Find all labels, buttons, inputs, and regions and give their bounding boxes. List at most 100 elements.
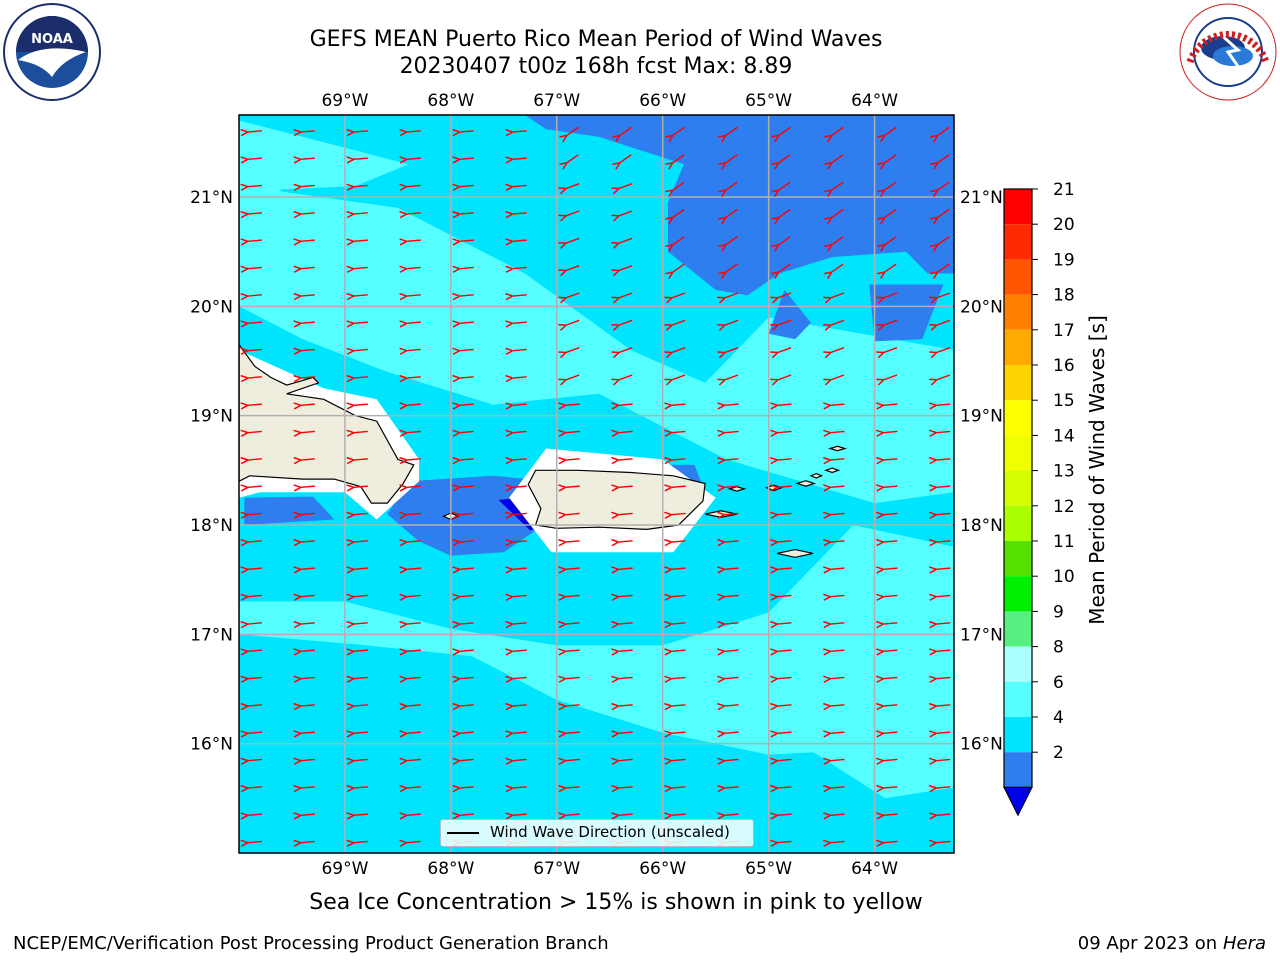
wave-direction-arrow [672, 568, 686, 569]
wave-direction-arrow [885, 154, 897, 163]
wave-direction-arrow [513, 541, 527, 542]
wave-direction-arrow [460, 267, 474, 268]
lon-label-top: 68°W [427, 91, 474, 111]
wave-direction-arrow [938, 126, 950, 135]
wave-direction-arrow [354, 295, 368, 296]
wave-direction-arrow [778, 374, 792, 380]
wave-direction-arrow [883, 759, 898, 760]
wave-direction-arrow [460, 759, 474, 760]
lat-label-right: 18°N [960, 516, 1003, 536]
wave-direction-arrow [460, 677, 474, 678]
wave-direction-arrow [354, 213, 368, 214]
wave-direction-arrow [672, 459, 686, 460]
colorbar-segment [1004, 681, 1032, 717]
wave-direction-arrow [883, 814, 898, 815]
wave-direction-arrow [513, 349, 527, 350]
wave-direction-arrow [619, 623, 633, 624]
wave-direction-arrow [884, 292, 898, 298]
wave-direction-arrow [407, 705, 421, 706]
wave-direction-arrow [513, 759, 527, 760]
wave-direction-arrow [832, 208, 844, 217]
wave-direction-arrow [513, 595, 527, 596]
wave-direction-arrow [832, 126, 844, 135]
wave-direction-arrow [566, 486, 580, 487]
wave-direction-arrow [885, 126, 897, 135]
colorbar: 21 20 19 18 17 16 15 14 13 12 11 10 9 8 6 4 2 [1003, 180, 1075, 817]
wave-direction-arrow [778, 650, 792, 651]
wave-direction-arrow [619, 814, 633, 815]
wave-direction-arrow [407, 650, 421, 651]
colorbar-tick-label: 14 [1053, 426, 1075, 446]
wave-direction-arrow [301, 240, 315, 241]
colorbar-segment [1004, 259, 1032, 295]
wave-direction-arrow [672, 814, 686, 815]
wave-direction-arrow [778, 759, 792, 760]
wave-direction-arrow [831, 650, 845, 651]
wave-direction-arrow [778, 595, 792, 596]
wave-direction-arrow [832, 263, 844, 272]
wave-direction-arrow [673, 236, 685, 245]
wave-direction-arrow [248, 131, 262, 132]
land-hispaniola [239, 343, 415, 504]
period-2-4-patch-mid [768, 289, 811, 340]
wave-direction-arrow [460, 213, 474, 214]
wave-direction-arrow [513, 486, 527, 487]
land-small-island-4 [795, 480, 817, 487]
wave-direction-arrow [832, 154, 844, 163]
wave-direction-arrow [883, 568, 898, 569]
wave-direction-arrow [407, 404, 421, 405]
wave-direction-arrow [301, 349, 315, 350]
wave-direction-arrow [248, 814, 262, 815]
wave-direction-arrow [460, 322, 474, 323]
wave-direction-arrow [513, 267, 527, 268]
wave-direction-arrow [619, 541, 633, 542]
wave-direction-arrow [513, 213, 527, 214]
colorbar-tick-label: 6 [1053, 673, 1064, 693]
wave-direction-arrow [248, 158, 262, 159]
wave-direction-arrow [354, 131, 368, 132]
colorbar-segment [1004, 435, 1032, 471]
wave-direction-arrow [672, 705, 686, 706]
wave-direction-arrow [619, 705, 633, 706]
wave-direction-arrow [301, 677, 315, 678]
wave-direction-arrow [248, 841, 262, 842]
wave-direction-arrow [619, 732, 633, 733]
wave-direction-arrow [725, 459, 739, 460]
period-6-8-region-south [239, 525, 954, 755]
wave-direction-arrow [672, 292, 686, 298]
land-puerto-rico [527, 469, 706, 531]
colorbar-tick-label: 20 [1053, 215, 1075, 235]
wave-direction-arrow [354, 322, 368, 323]
wave-direction-arrow [726, 236, 738, 245]
wave-direction-arrow [566, 541, 580, 542]
wave-direction-arrow [407, 787, 421, 788]
wave-direction-arrow [831, 374, 845, 380]
wave-direction-arrow [566, 210, 580, 216]
wave-direction-arrow [831, 595, 845, 596]
wave-direction-arrow [354, 732, 368, 733]
footer-credit: NCEP/EMC/Verification Post Processing Pr… [13, 933, 609, 954]
wave-direction-arrow [248, 459, 262, 460]
colorbar-tick-label: 16 [1053, 356, 1075, 376]
wave-direction-arrow [301, 486, 315, 487]
wave-direction-arrow [566, 374, 580, 380]
wave-direction-arrow [725, 513, 739, 514]
wave-direction-arrow [460, 486, 474, 487]
wave-direction-arrow [566, 292, 580, 298]
wave-direction-arrow [883, 541, 898, 542]
wave-direction-arrow [725, 677, 739, 678]
land-small-island-1 [727, 486, 747, 492]
wave-direction-arrow [407, 185, 421, 186]
wave-direction-arrow [354, 349, 368, 350]
colorbar-tick-label: 12 [1053, 497, 1075, 517]
wave-direction-arrow [301, 623, 315, 624]
period-2-4-region-ne [525, 115, 954, 296]
wave-direction-arrow [725, 568, 739, 569]
wave-direction-arrow [301, 158, 315, 159]
colorbar-tick-label: 19 [1053, 250, 1075, 270]
colorbar-tick-label: 8 [1053, 638, 1064, 658]
wave-direction-arrow [407, 732, 421, 733]
wave-direction-arrow [778, 623, 792, 624]
wave-direction-arrow [831, 541, 845, 542]
wave-direction-arrow [831, 787, 845, 788]
